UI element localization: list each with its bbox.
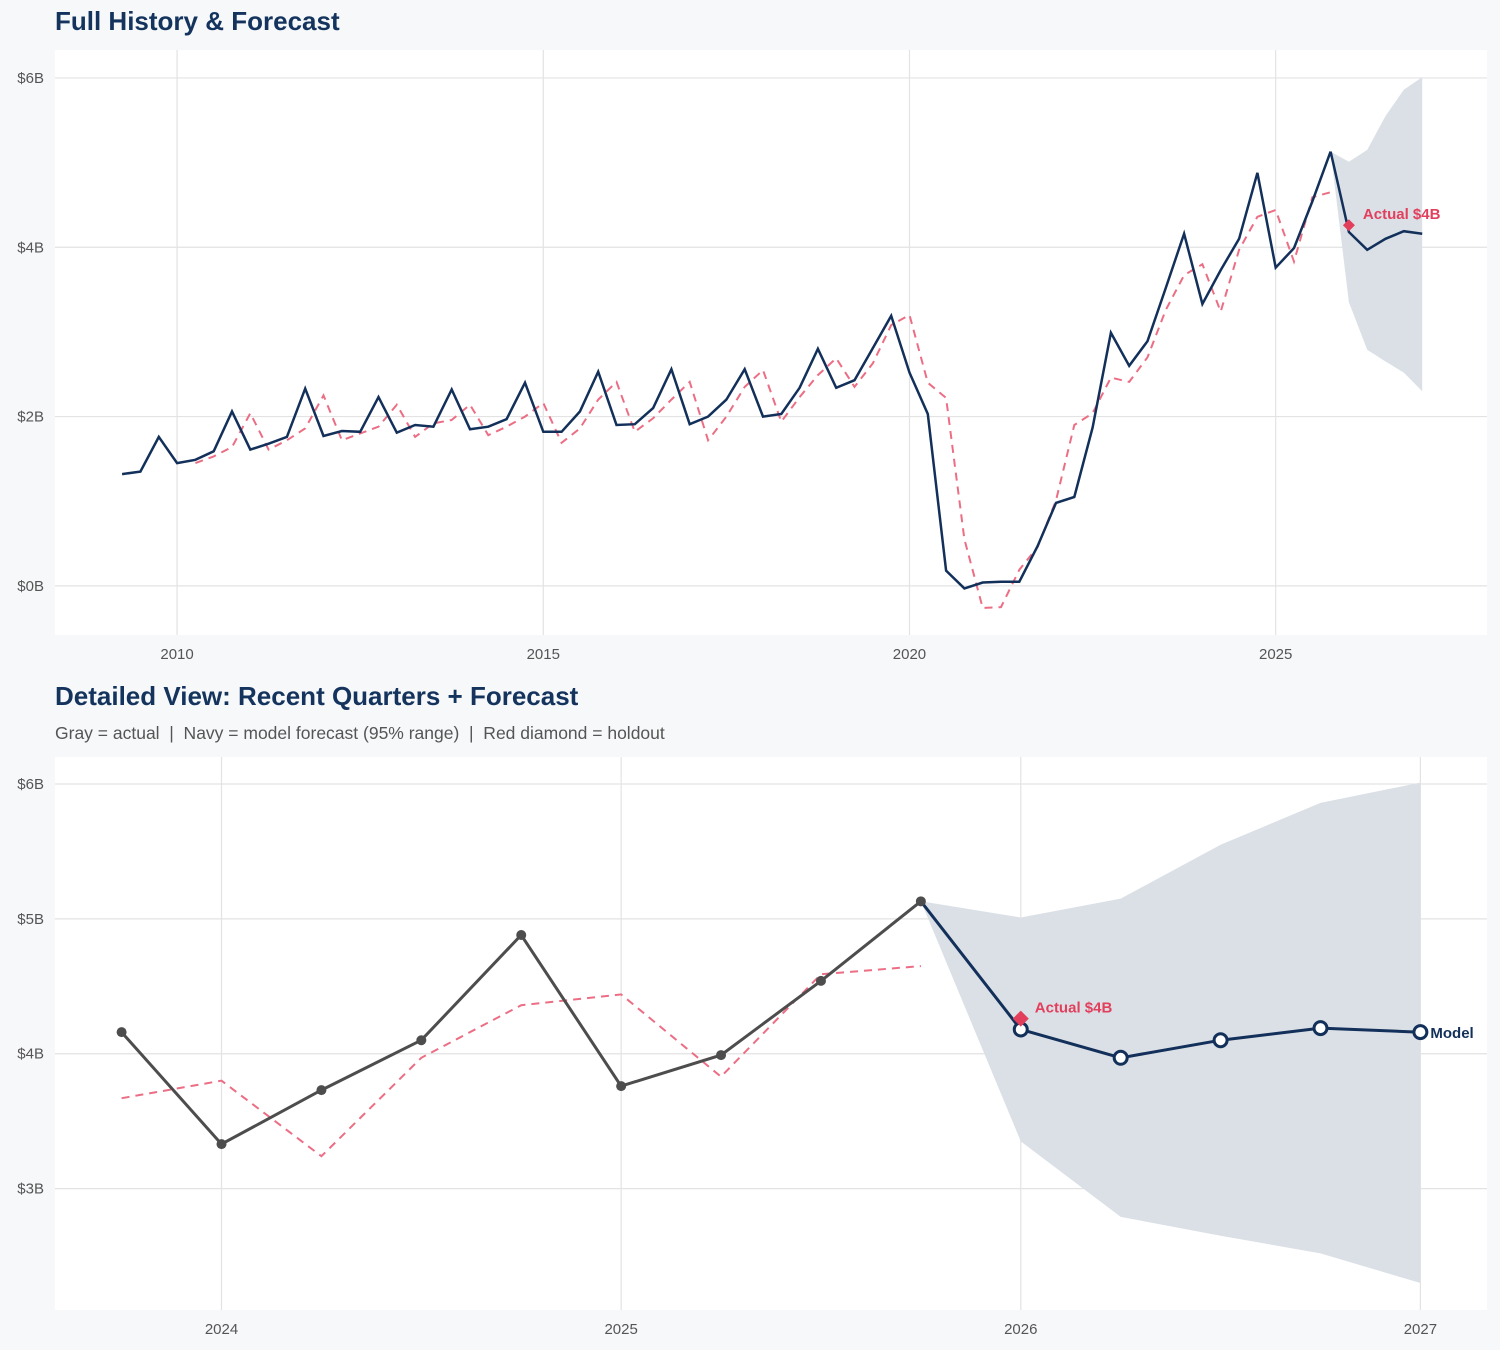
y-tick-label: $4B xyxy=(17,1046,44,1063)
forecast-95-band xyxy=(920,782,1421,1283)
chart-title-full-history: Full History & Forecast xyxy=(55,6,340,36)
chart-1: $3B $4B $5B $6B 2024 2025 2026 2027 Actual $4B Mo… xyxy=(17,757,1487,1338)
chart-subtitle-detailed-view: Gray = actual | Navy = model forecast (9… xyxy=(55,723,665,743)
y-tick-label: $5B xyxy=(17,911,44,928)
x-tick-label: 2010 xyxy=(160,646,193,663)
x-tick-label: 2025 xyxy=(604,1321,637,1338)
forecast-point xyxy=(1412,1024,1429,1041)
x-tick-label: 2027 xyxy=(1404,1321,1437,1338)
holdout-diamond xyxy=(1342,219,1355,232)
holdout-label: Actual $4B xyxy=(1363,206,1441,223)
forecast-point xyxy=(1312,1020,1329,1037)
actual-point xyxy=(915,896,926,907)
actual-point xyxy=(815,975,826,986)
actual-point xyxy=(716,1050,727,1061)
x-tick-label: 2015 xyxy=(527,646,560,663)
fitted-dashed-line xyxy=(195,191,1331,609)
forecast-95-band xyxy=(1330,77,1423,392)
chart-0: $0B $2B $4B $6B 2010 2015 2020 2025 Actual $4B xyxy=(17,50,1487,663)
x-tick-label: 2024 xyxy=(205,1321,238,1338)
x-tick-label: 2025 xyxy=(1259,646,1292,663)
actual-point xyxy=(216,1139,227,1150)
forecast-end-label: Model xyxy=(1430,1025,1473,1042)
chart-title-detailed-view: Detailed View: Recent Quarters + Forecas… xyxy=(55,681,579,711)
y-tick-label: $3B xyxy=(17,1181,44,1198)
actual-point xyxy=(416,1035,427,1046)
plot-area xyxy=(55,50,1487,635)
forecast-line xyxy=(1329,151,1423,252)
forecast-line xyxy=(919,900,1421,1060)
actual-point xyxy=(116,1027,127,1038)
x-tick-label: 2020 xyxy=(893,646,926,663)
actual-point xyxy=(316,1085,327,1096)
holdout-label: Actual $4B xyxy=(1035,1000,1113,1017)
y-tick-label: $0B xyxy=(17,578,44,595)
forecast-point xyxy=(1112,1049,1129,1066)
fitted-dashed-line xyxy=(121,965,921,1158)
x-tick-label: 2026 xyxy=(1004,1321,1037,1338)
holdout-diamond xyxy=(1012,1010,1029,1027)
actual-point xyxy=(616,1081,627,1092)
actual-line xyxy=(121,151,1332,590)
y-tick-label: $2B xyxy=(17,409,44,426)
forecast-point xyxy=(1212,1032,1229,1049)
y-tick-label: $6B xyxy=(17,776,44,793)
actual-point xyxy=(516,930,527,941)
y-tick-label: $6B xyxy=(17,70,44,87)
y-tick-label: $4B xyxy=(17,239,44,256)
